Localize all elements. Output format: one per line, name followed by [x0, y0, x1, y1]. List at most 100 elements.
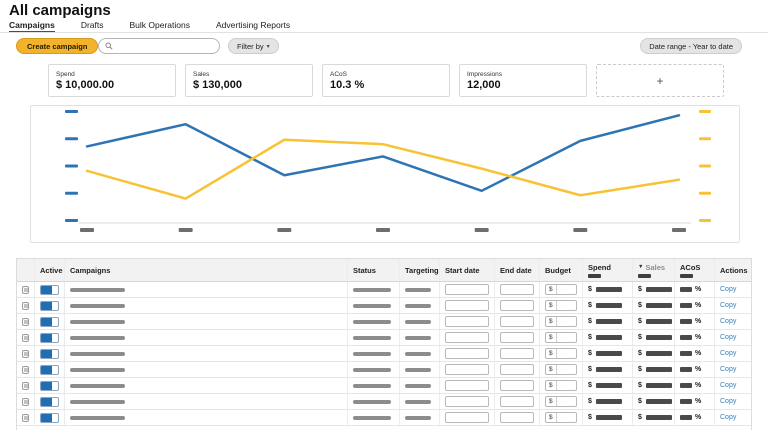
column-header-label[interactable]: Actions — [720, 266, 748, 275]
budget-input[interactable]: $ — [545, 396, 577, 407]
active-toggle[interactable] — [40, 332, 59, 343]
campaign-name-placeholder[interactable] — [70, 399, 125, 404]
column-header-label[interactable]: Status — [353, 266, 376, 275]
end-date-input[interactable] — [500, 412, 534, 423]
cell-spend: $ — [583, 410, 633, 425]
expand-row-button[interactable] — [22, 365, 29, 374]
cell-active — [35, 298, 65, 313]
end-date-input[interactable] — [500, 284, 534, 295]
end-date-input[interactable] — [500, 348, 534, 359]
cell-start — [440, 362, 495, 377]
campaign-name-placeholder[interactable] — [70, 335, 125, 340]
column-header-label[interactable]: ▼ Sales — [638, 263, 665, 272]
add-metric-card-button[interactable]: + — [596, 64, 724, 97]
budget-input[interactable]: $ — [545, 316, 577, 327]
active-toggle[interactable] — [40, 396, 59, 407]
start-date-input[interactable] — [445, 332, 489, 343]
copy-action-link[interactable]: Copy — [720, 350, 737, 357]
campaign-name-placeholder[interactable] — [70, 415, 125, 420]
expand-row-button[interactable] — [22, 349, 29, 358]
start-date-input[interactable] — [445, 300, 489, 311]
expand-row-button[interactable] — [22, 301, 29, 310]
expand-row-button[interactable] — [22, 413, 29, 422]
toggle-on-segment — [41, 397, 52, 406]
end-date-input[interactable] — [500, 364, 534, 375]
active-toggle[interactable] — [40, 316, 59, 327]
column-header-label[interactable]: Spend — [588, 263, 611, 272]
kpi-card-spend[interactable]: Spend $ 10,000.00 — [48, 64, 176, 97]
expand-row-button[interactable] — [22, 333, 29, 342]
kpi-card-impressions[interactable]: Impressions 12,000 — [459, 64, 587, 97]
create-campaign-button[interactable]: Create campaign — [16, 38, 99, 54]
copy-action-link[interactable]: Copy — [720, 318, 737, 325]
budget-input[interactable]: $ — [545, 412, 577, 423]
active-toggle[interactable] — [40, 284, 59, 295]
campaign-name-placeholder[interactable] — [70, 351, 125, 356]
search-input[interactable] — [98, 38, 220, 54]
start-date-input[interactable] — [445, 348, 489, 359]
column-header-label[interactable]: Start date — [445, 266, 480, 275]
copy-action-link[interactable]: Copy — [720, 286, 737, 293]
kpi-card-sales[interactable]: Sales $ 130,000 — [185, 64, 313, 97]
column-header-label[interactable]: End date — [500, 266, 532, 275]
end-date-input[interactable] — [500, 300, 534, 311]
cell-campaigns — [65, 298, 348, 313]
column-header-label[interactable]: Active — [40, 266, 63, 275]
expand-row-button[interactable] — [22, 317, 29, 326]
cell-campaigns — [65, 282, 348, 297]
column-header-label[interactable]: Targeting — [405, 266, 439, 275]
tab-drafts[interactable]: Drafts — [80, 20, 104, 30]
start-date-input[interactable] — [445, 316, 489, 327]
copy-action-link[interactable]: Copy — [720, 366, 737, 373]
column-header-label[interactable]: Campaigns — [70, 266, 110, 275]
tab-advertising-reports[interactable]: Advertising Reports — [215, 20, 291, 30]
start-date-input[interactable] — [445, 380, 489, 391]
budget-input[interactable]: $ — [545, 300, 577, 311]
start-date-input[interactable] — [445, 364, 489, 375]
start-date-input[interactable] — [445, 396, 489, 407]
cell-acos: % — [675, 394, 715, 409]
column-header-label[interactable]: Budget — [545, 266, 571, 275]
campaign-name-placeholder[interactable] — [70, 303, 125, 308]
copy-action-link[interactable]: Copy — [720, 334, 737, 341]
active-toggle[interactable] — [40, 300, 59, 311]
budget-input[interactable]: $ — [545, 348, 577, 359]
column-header-label[interactable]: ACoS — [680, 263, 700, 272]
acos-placeholder — [680, 415, 692, 420]
active-toggle[interactable] — [40, 412, 59, 423]
copy-action-link[interactable]: Copy — [720, 302, 737, 309]
active-toggle[interactable] — [40, 364, 59, 375]
kpi-card-acos[interactable]: ACoS 10.3 % — [322, 64, 450, 97]
copy-action-link[interactable]: Copy — [720, 382, 737, 389]
campaign-name-placeholder[interactable] — [70, 319, 125, 324]
campaign-name-placeholder[interactable] — [70, 367, 125, 372]
active-toggle[interactable] — [40, 348, 59, 359]
end-date-input[interactable] — [500, 316, 534, 327]
filter-by-button[interactable]: Filter by ▾ — [228, 38, 279, 54]
campaign-name-placeholder[interactable] — [70, 287, 125, 292]
end-date-input[interactable] — [500, 332, 534, 343]
expand-row-button[interactable] — [22, 397, 29, 406]
date-range-button[interactable]: Date range - Year to date — [640, 38, 742, 54]
budget-input[interactable]: $ — [545, 364, 577, 375]
percent-suffix: % — [695, 414, 702, 421]
campaign-name-placeholder[interactable] — [70, 383, 125, 388]
currency-prefix: $ — [638, 350, 642, 357]
start-date-input[interactable] — [445, 284, 489, 295]
performance-line-chart — [65, 110, 711, 232]
cell-start — [440, 394, 495, 409]
end-date-input[interactable] — [500, 380, 534, 391]
expand-row-button[interactable] — [22, 285, 29, 294]
table-header-row: Active Campaigns Status Targeting Start date… — [17, 259, 751, 282]
targeting-placeholder — [405, 303, 431, 308]
active-toggle[interactable] — [40, 380, 59, 391]
budget-input[interactable]: $ — [545, 332, 577, 343]
expand-row-button[interactable] — [22, 381, 29, 390]
copy-action-link[interactable]: Copy — [720, 414, 737, 421]
end-date-input[interactable] — [500, 396, 534, 407]
copy-action-link[interactable]: Copy — [720, 398, 737, 405]
budget-input[interactable]: $ — [545, 284, 577, 295]
tab-bulk-operations[interactable]: Bulk Operations — [129, 20, 190, 30]
budget-input[interactable]: $ — [545, 380, 577, 391]
start-date-input[interactable] — [445, 412, 489, 423]
